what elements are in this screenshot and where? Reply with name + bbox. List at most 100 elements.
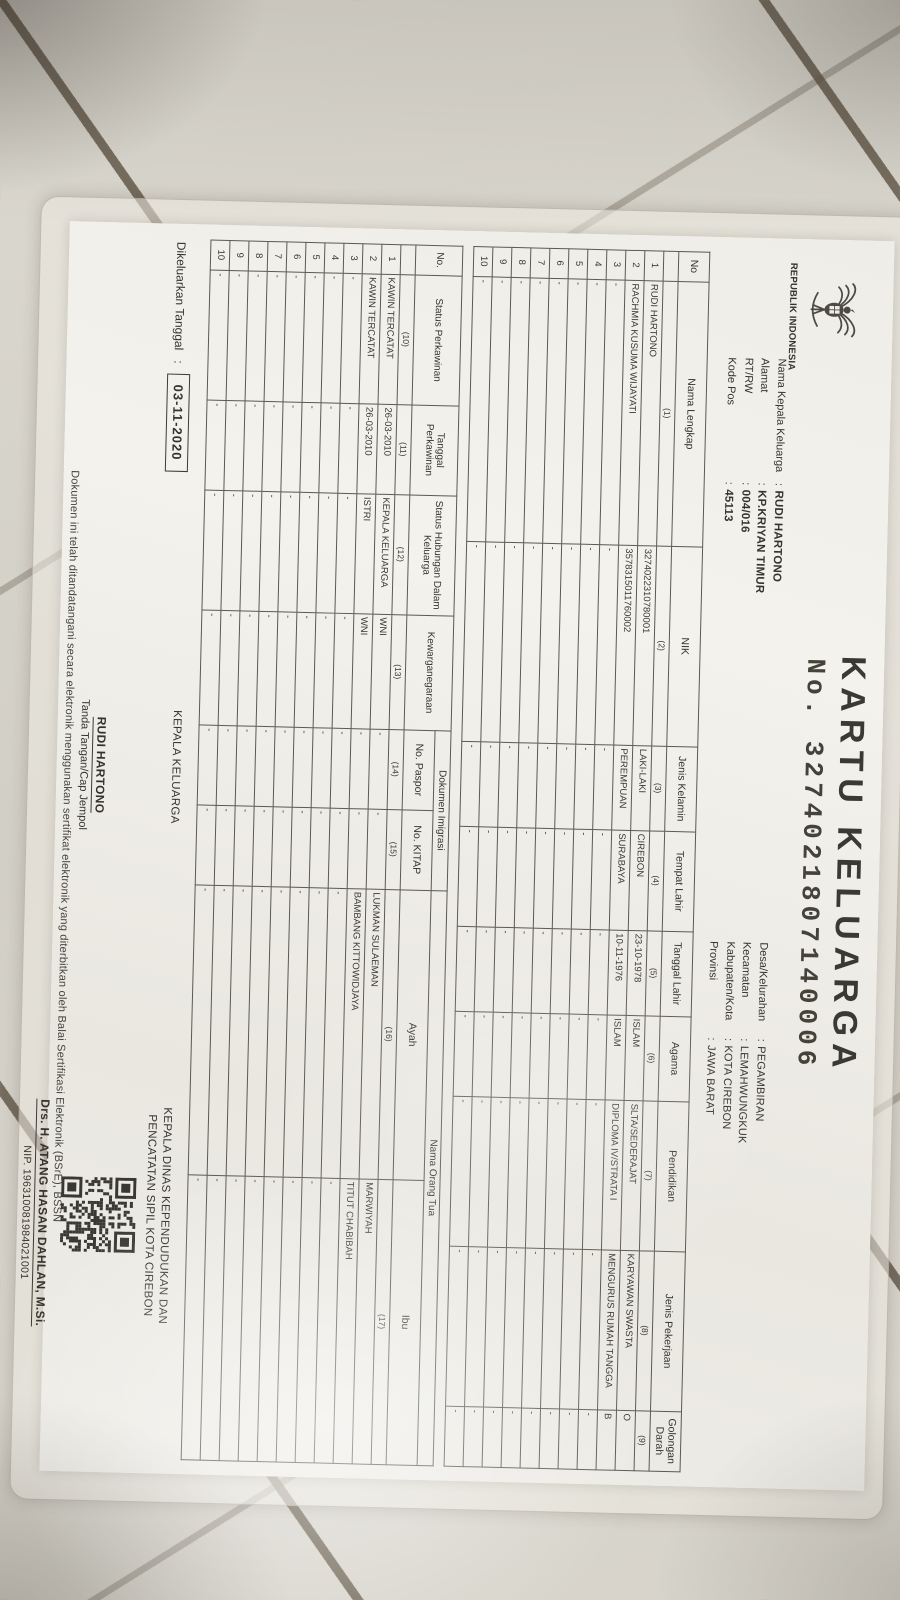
column-number <box>663 250 679 281</box>
table-cell: LAKI-LAKI <box>630 745 652 831</box>
table-cell: - <box>226 270 249 401</box>
table-cell: - <box>290 806 312 888</box>
colon: : <box>738 1038 751 1042</box>
table-cell: - <box>256 610 278 727</box>
head-left-fields: Nama Kepala Keluarga: RUDI HARTONO Alamat… <box>718 357 790 594</box>
table-cell: - <box>258 490 281 612</box>
column-number: (4) <box>647 830 665 931</box>
table-cell: - <box>337 402 360 494</box>
table-cell: - <box>567 1013 589 1099</box>
column-number: (9) <box>634 1410 651 1471</box>
column-header: Status Hubungan Dalam Keluarga <box>406 494 457 616</box>
field-value: JAWA BARAT <box>703 1044 718 1116</box>
table-cell: - <box>328 807 350 889</box>
emblem-block: REPUBLIK INDONESIA <box>785 263 866 370</box>
table-cell: O <box>615 1409 636 1471</box>
table-cell: - <box>520 1407 541 1468</box>
table-cell: - <box>552 828 574 929</box>
family-card-document: REPUBLIK INDONESIA KARTU KELUARGA No. 32… <box>18 221 895 1491</box>
table-cell: - <box>533 827 555 929</box>
table-cell: - <box>558 1408 579 1469</box>
signature-space <box>106 600 172 931</box>
table-cell: KEPALA KELUARGA <box>372 493 395 615</box>
table-cell: 6 <box>286 241 306 272</box>
table-cell: - <box>472 1011 494 1097</box>
table-cell: - <box>573 743 595 830</box>
table-cell: - <box>493 926 515 1013</box>
table-cell: - <box>491 1011 513 1098</box>
table-cell: 26-03-2010 <box>375 403 398 495</box>
table-cell: - <box>318 402 341 493</box>
field-label: Provinsi <box>707 940 720 981</box>
table-cell: - <box>283 271 306 402</box>
table-cell: 9 <box>229 240 249 271</box>
table-cell: - <box>201 489 224 610</box>
table-cell: - <box>277 491 300 612</box>
table-cell: - <box>512 927 534 1013</box>
table-cell: 1 <box>644 250 664 281</box>
table-cell: 10-11-1976 <box>607 929 629 1015</box>
column-header: Agama <box>658 1015 692 1102</box>
issued-row: Dikeluarkan Tanggal : 03-11-2020 <box>162 242 194 602</box>
table-cell: - <box>349 728 371 809</box>
table-cell: - <box>516 742 538 828</box>
table-cell: - <box>239 490 262 611</box>
document-footer: Dikeluarkan Tanggal : 03-11-2020 KEPALA … <box>14 234 200 1459</box>
table-cell: - <box>506 1097 530 1248</box>
head-right-fields: Desa/Kelurahan: PEGAMBIRAN Kecamatan: LEMA… <box>701 941 772 1144</box>
table-cell: - <box>237 610 259 726</box>
table-cell: - <box>292 726 314 808</box>
table-cell: - <box>478 741 500 827</box>
colon: : <box>739 482 752 486</box>
table-cell: ISLAM <box>624 1014 646 1101</box>
table-cell: - <box>554 743 576 829</box>
table-cell: - <box>330 727 352 809</box>
table-cell: - <box>252 805 274 887</box>
table-cell: - <box>199 609 221 725</box>
table-cell: KAWIN TERCATAT <box>378 273 401 405</box>
table-cell: 8 <box>248 240 268 271</box>
table-cell: - <box>321 272 344 403</box>
issued-block: Dikeluarkan Tanggal : 03-11-2020 <box>35 234 200 602</box>
field-value: 45113 <box>722 489 736 522</box>
colon: : <box>171 360 187 364</box>
table-cell: - <box>309 807 331 888</box>
table-cell: - <box>578 1248 602 1410</box>
column-number: (15) <box>385 809 403 890</box>
field-label: Kabupaten/Kota <box>722 941 737 1021</box>
table-cell: - <box>223 399 246 491</box>
field-label: Nama Kepala Keluarga <box>772 358 788 473</box>
table-cell: SURABAYA <box>609 829 631 930</box>
table-cell: 10 <box>210 239 230 271</box>
table-cell: 9 <box>492 246 512 277</box>
table-cell: - <box>207 269 230 400</box>
table-cell: ISTRI <box>353 493 376 614</box>
colon: : <box>756 482 769 486</box>
issued-label: Dikeluarkan Tanggal <box>172 241 189 351</box>
table-cell: - <box>195 804 217 885</box>
field-label: Desa/Kelurahan <box>755 942 770 1022</box>
table-cell: - <box>463 1406 484 1467</box>
table-cell: - <box>550 928 572 1014</box>
column-header: Jenis Pekerjaan <box>650 1250 686 1412</box>
table-cell: 3 <box>606 249 626 280</box>
qr-code <box>59 1175 137 1253</box>
table-cell: KARYAWAN SWASTA <box>616 1249 640 1411</box>
table-cell: 6 <box>549 247 569 279</box>
field-value: PEGAMBIRAN <box>753 1046 767 1122</box>
issued-date: 03-11-2020 <box>164 373 191 472</box>
table-cell: 26-03-2010 <box>356 403 379 494</box>
table-cell: - <box>273 726 295 807</box>
table-cell: - <box>559 1248 583 1409</box>
column-number: (10) <box>397 274 416 405</box>
table-cell: - <box>495 826 517 928</box>
field-label: Kode Pos <box>725 357 739 406</box>
table-cell: - <box>315 492 338 613</box>
column-header: Golongan Darah <box>649 1410 682 1472</box>
table-cell: WNI <box>351 613 373 729</box>
table-cell: - <box>332 612 354 729</box>
table-cell: 3 <box>343 242 363 274</box>
table-cell: WNI <box>370 613 392 730</box>
table-cell: - <box>313 612 335 728</box>
